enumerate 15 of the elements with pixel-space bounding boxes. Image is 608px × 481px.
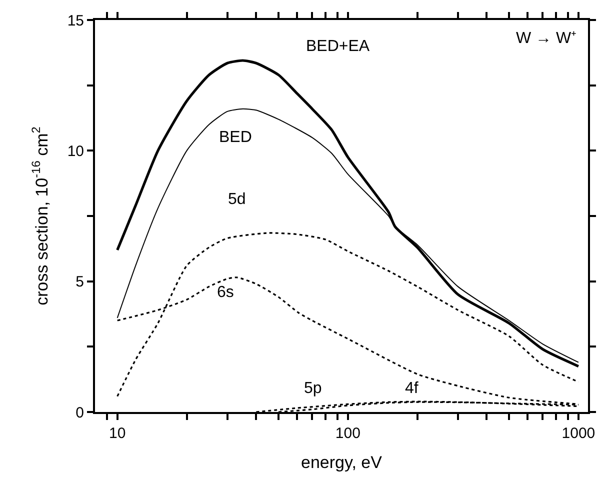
y-tick-label: 0 — [76, 404, 84, 422]
y-tick-label: 10 — [67, 142, 84, 160]
y-tick-label: 15 — [67, 12, 84, 30]
x-tick-label: 1000 — [562, 425, 596, 442]
y-tick-label: 5 — [76, 274, 84, 291]
annotation: W → W⁺ — [516, 30, 576, 47]
annotation: 5d — [228, 191, 246, 208]
x-tick-label: 10 — [108, 425, 126, 442]
x-tick-label: 100 — [335, 425, 360, 442]
annotation: 5p — [304, 380, 322, 397]
annotation: BED+EA — [306, 38, 370, 55]
annotation: BED — [219, 129, 252, 146]
annotation: 6s — [217, 284, 234, 301]
x-axis-title: energy, eV — [301, 452, 383, 472]
annotation: 4f — [405, 380, 419, 397]
